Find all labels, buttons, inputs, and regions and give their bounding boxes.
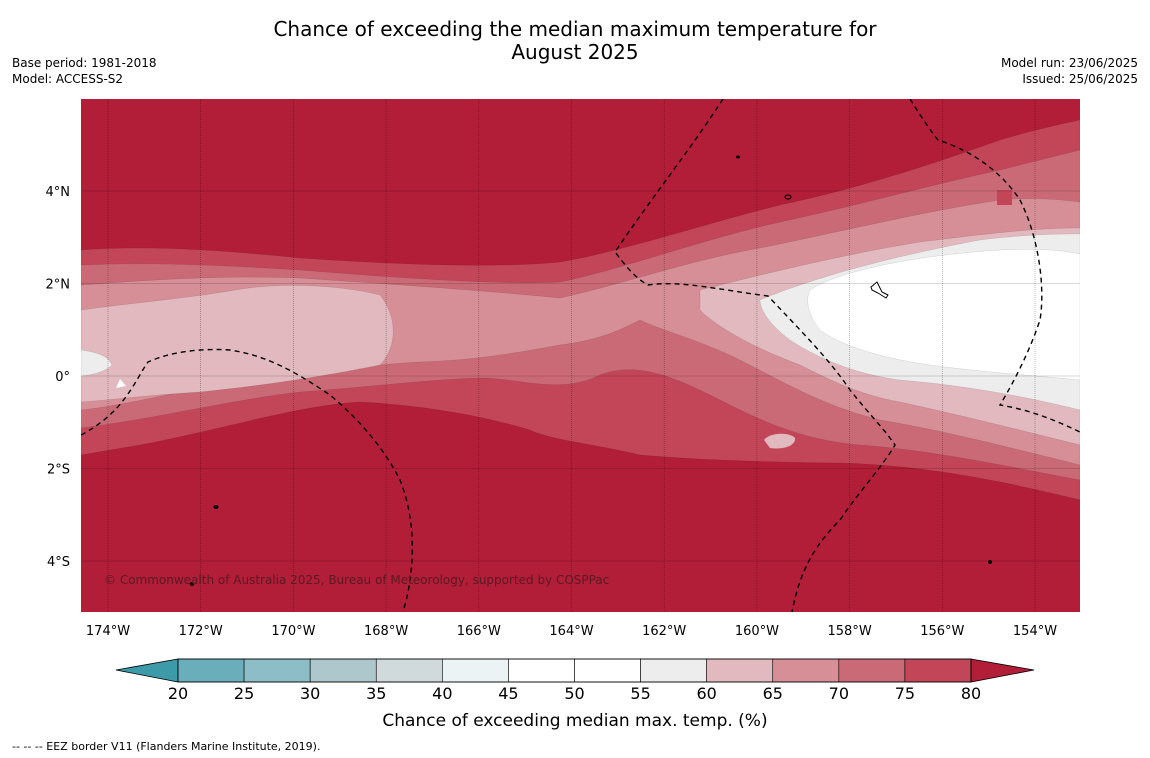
colorbar-tick-label: 40 bbox=[432, 684, 452, 703]
small-patch-north bbox=[997, 190, 1012, 205]
model-run: Model run: 23/06/2025 bbox=[1000, 56, 1138, 70]
lon-label: 154°W bbox=[1013, 624, 1057, 639]
islands bbox=[190, 155, 992, 586]
colorbar-tick-label: 55 bbox=[630, 684, 650, 703]
colorbar-cell bbox=[706, 658, 774, 683]
colorbar-cell bbox=[772, 658, 840, 683]
colorbar-cell bbox=[177, 658, 245, 683]
region-50-55 bbox=[807, 248, 1080, 381]
island-4 bbox=[190, 582, 194, 586]
colorbar-tick-label: 50 bbox=[564, 684, 584, 703]
colorbar: 20 25 30 35 40 45 50 55 60 65 70 75 80 Chance of exc… bbox=[115, 658, 1035, 731]
chart-title: Chance of exceeding the median maximum t… bbox=[0, 18, 1150, 64]
lat-label: 4°S bbox=[47, 555, 70, 570]
colorbar-cell bbox=[442, 658, 509, 683]
meta-right: Model run: 23/06/2025 Issued: 25/06/2025 bbox=[1001, 55, 1138, 87]
eez-border-2 bbox=[909, 99, 1080, 433]
copyright-text: © Commonwealth of Australia 2025, Bureau… bbox=[104, 573, 609, 587]
lon-label: 170°W bbox=[271, 624, 315, 639]
longitude-labels: 174°W 172°W 170°W 168°W 166°W 164°W 162°W 160°W… bbox=[86, 624, 1057, 639]
lon-label: 168°W bbox=[364, 624, 408, 639]
small-patch-south bbox=[764, 433, 796, 449]
lon-label: 162°W bbox=[642, 624, 686, 639]
colorbar-cell bbox=[640, 658, 707, 683]
colorbar-tick-label: 25 bbox=[234, 684, 254, 703]
colorbar-cell bbox=[838, 658, 906, 683]
footer-legend: -- -- -- EEZ border V11 (Flanders Marine… bbox=[12, 740, 321, 753]
colorbar-tick-label: 45 bbox=[498, 684, 518, 703]
colorbar-tick-label: 20 bbox=[168, 684, 188, 703]
colorbar-frame bbox=[177, 658, 972, 683]
small-patch-left bbox=[116, 379, 126, 388]
lat-label: 0° bbox=[55, 370, 70, 385]
island-5 bbox=[988, 560, 992, 564]
lon-label: 172°W bbox=[179, 624, 223, 639]
issued-date: Issued: 25/06/2025 bbox=[1022, 72, 1138, 86]
colorbar-cell bbox=[574, 658, 641, 683]
gridlines bbox=[81, 99, 1080, 612]
colorbar-tick-label: 80 bbox=[961, 684, 981, 703]
colorbar-tick-label: 70 bbox=[829, 684, 849, 703]
lon-label: 158°W bbox=[828, 624, 872, 639]
eez-border-3 bbox=[81, 348, 413, 612]
latitude-labels: 4°N 2°N 0° 2°S 4°S bbox=[46, 185, 71, 570]
colorbar-low-extension bbox=[115, 658, 179, 683]
base-period: Base period: 1981-2018 bbox=[12, 56, 157, 70]
colorbar-cell bbox=[904, 658, 972, 683]
island-2 bbox=[784, 194, 792, 200]
lat-label: 4°N bbox=[46, 185, 71, 200]
colorbar-tick-label: 75 bbox=[895, 684, 915, 703]
meta-left: Base period: 1981-2018 Model: ACCESS-S2 bbox=[12, 55, 157, 87]
colorbar-cell bbox=[309, 658, 377, 683]
model-name: Model: ACCESS-S2 bbox=[12, 72, 124, 86]
colorbar-tick-label: 60 bbox=[696, 684, 716, 703]
colorbar-cell bbox=[243, 658, 311, 683]
lon-label: 166°W bbox=[457, 624, 501, 639]
island-1 bbox=[870, 281, 889, 299]
colorbar-label: Chance of exceeding median max. temp. (%… bbox=[382, 711, 767, 731]
colorbar-tick-label: 30 bbox=[300, 684, 320, 703]
colorbar-high-extension bbox=[970, 658, 1035, 683]
island-3 bbox=[213, 505, 219, 509]
eez-borders bbox=[81, 99, 1080, 612]
lat-label: 2°S bbox=[47, 463, 70, 478]
colorbar-tick-label: 35 bbox=[366, 684, 386, 703]
region-55-60 bbox=[81, 233, 1080, 411]
title-line-2: August 2025 bbox=[511, 40, 639, 64]
colorbar-tick-label: 65 bbox=[763, 684, 783, 703]
lon-label: 174°W bbox=[86, 624, 130, 639]
lon-label: 160°W bbox=[735, 624, 779, 639]
eez-border-1 bbox=[614, 99, 896, 612]
lon-label: 164°W bbox=[549, 624, 593, 639]
lat-label: 2°N bbox=[46, 278, 71, 293]
title-line-1: Chance of exceeding the median maximum t… bbox=[273, 17, 877, 41]
lon-label: 156°W bbox=[920, 624, 964, 639]
map-area: © Commonwealth of Australia 2025, Bureau… bbox=[81, 99, 1080, 612]
island-6 bbox=[736, 155, 740, 159]
colorbar-cell bbox=[375, 658, 443, 683]
colorbar-cell bbox=[508, 658, 575, 683]
